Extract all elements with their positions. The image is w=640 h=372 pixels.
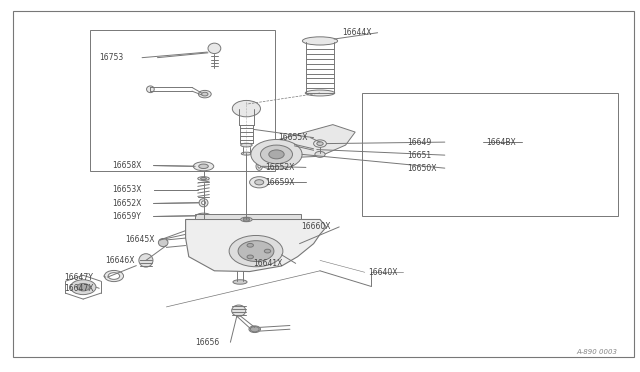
Polygon shape [186,219,326,272]
Polygon shape [195,214,301,219]
Circle shape [314,140,326,147]
Text: 16646X: 16646X [106,256,135,265]
Text: 16655X: 16655X [278,133,308,142]
Text: 16647Y: 16647Y [64,273,93,282]
Ellipse shape [139,254,153,267]
Ellipse shape [256,162,262,170]
Ellipse shape [200,215,207,217]
Text: 1664BX: 1664BX [486,138,516,147]
Ellipse shape [198,177,209,180]
Ellipse shape [147,86,154,93]
Circle shape [232,100,260,117]
Circle shape [238,241,274,262]
Ellipse shape [241,143,252,147]
Ellipse shape [198,164,209,169]
Ellipse shape [108,273,120,279]
Text: 16753: 16753 [99,53,124,62]
Circle shape [251,140,302,169]
Text: 16660X: 16660X [301,222,330,231]
Ellipse shape [302,37,338,45]
Text: 16659Y: 16659Y [112,212,141,221]
Text: 16652X: 16652X [112,199,141,208]
Circle shape [264,249,271,253]
Circle shape [70,280,96,295]
Text: 16649: 16649 [408,138,432,147]
Text: 16644X: 16644X [342,28,372,37]
Ellipse shape [201,177,206,180]
Circle shape [202,92,208,96]
Text: 16656: 16656 [195,338,220,347]
Ellipse shape [193,162,214,171]
Text: 16658X: 16658X [112,161,141,170]
Circle shape [317,142,323,145]
Circle shape [315,151,325,157]
Circle shape [260,145,292,164]
Text: 16652X: 16652X [266,163,295,172]
Ellipse shape [258,164,260,168]
Text: 16640X: 16640X [368,268,397,277]
Text: 16647X: 16647X [64,284,93,293]
Circle shape [243,218,250,221]
Text: 16650X: 16650X [408,164,437,173]
Ellipse shape [199,199,208,207]
Circle shape [269,150,284,159]
Text: 16651: 16651 [408,151,432,160]
Text: A-890 0003: A-890 0003 [577,349,618,355]
Polygon shape [272,125,355,158]
Ellipse shape [305,90,335,96]
Ellipse shape [158,238,168,247]
Circle shape [250,327,259,332]
Ellipse shape [250,177,269,188]
Ellipse shape [241,152,252,155]
Ellipse shape [104,270,124,282]
Circle shape [77,283,90,291]
Circle shape [198,90,211,98]
Ellipse shape [232,305,246,316]
Ellipse shape [255,180,264,185]
Text: 16659X: 16659X [266,178,295,187]
Text: 16641X: 16641X [253,259,282,268]
Circle shape [247,243,253,247]
Circle shape [229,235,283,267]
Bar [90,30,275,171]
Ellipse shape [202,201,205,205]
Ellipse shape [249,326,260,333]
Text: 16653X: 16653X [112,185,141,194]
Circle shape [247,255,253,259]
Bar [362,93,618,216]
Ellipse shape [208,43,221,54]
Ellipse shape [233,280,247,284]
Text: 16645X: 16645X [125,235,154,244]
Ellipse shape [196,213,211,218]
Ellipse shape [241,217,252,222]
